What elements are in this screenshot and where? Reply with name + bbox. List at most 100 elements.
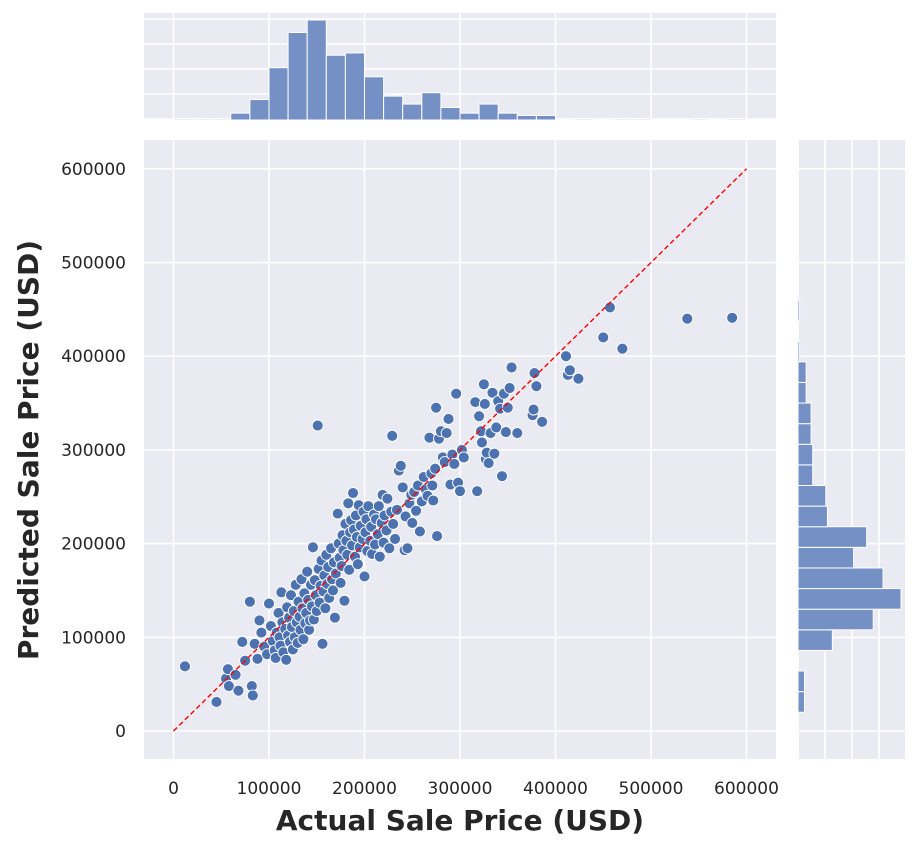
scatter-point [394, 459, 407, 472]
histogram-bar [325, 54, 346, 121]
y-tick-label: 600000 [61, 160, 126, 180]
scatter-point [396, 481, 409, 494]
histogram-bar [402, 103, 423, 121]
histogram-bar [797, 381, 807, 404]
y-tick-label: 100000 [61, 628, 126, 648]
y-tick-label: 400000 [61, 347, 126, 367]
scatter-point [431, 530, 444, 543]
scatter-point [477, 378, 490, 391]
scatter-point [372, 500, 385, 513]
scatter-point [222, 680, 235, 692]
histogram-bar [797, 526, 868, 548]
x-tick-label: 200000 [332, 779, 397, 799]
scatter-point [572, 372, 585, 385]
histogram-bar [306, 19, 327, 121]
histogram-bar [249, 99, 270, 121]
scatter-point [232, 684, 245, 697]
scatter-point [528, 367, 541, 380]
scatter-point [475, 425, 487, 438]
scatter-point [426, 479, 439, 492]
scatter-point [331, 507, 344, 520]
scatter-point [389, 532, 402, 545]
scatter-point [560, 350, 572, 363]
scatter-point [490, 421, 503, 434]
y-axis-title: Predicted Sale Price (USD) [12, 240, 45, 660]
histogram-bar [211, 118, 232, 121]
scatter-point [334, 577, 347, 589]
scatter-point [343, 563, 356, 576]
scatter-point [457, 451, 470, 464]
scatter-point [391, 503, 403, 516]
histogram-bar [383, 95, 404, 121]
scatter-points [179, 301, 739, 708]
histogram-bar [797, 443, 814, 466]
scatter-point [476, 436, 488, 449]
histogram-bar [478, 103, 499, 121]
y-tick-label: 500000 [61, 254, 126, 274]
scatter-point [386, 429, 399, 442]
scatter-point [616, 342, 629, 355]
scatter-point [246, 689, 259, 702]
histogram-bar [797, 588, 902, 610]
scatter-point [488, 447, 501, 460]
scatter-point [505, 361, 518, 374]
scatter-point [496, 470, 508, 483]
scatter-point [450, 387, 463, 400]
scatter-point [311, 419, 324, 432]
scatter-point [471, 485, 484, 498]
scatter-point [473, 410, 486, 423]
scatter-point [486, 386, 499, 399]
histogram-bar [574, 118, 595, 121]
scatter-point [530, 380, 543, 393]
scatter-point [597, 331, 610, 344]
scatter-point [251, 652, 264, 665]
histogram-bar [797, 464, 814, 487]
ideal-prediction-line [173, 168, 747, 732]
scatter-point [406, 517, 419, 529]
y-tick-label: 200000 [61, 535, 126, 555]
scatter-point [358, 570, 371, 583]
scatter-point [280, 653, 293, 666]
x-axis-title: Actual Sale Price (USD) [276, 804, 644, 837]
scatter-point [381, 492, 394, 505]
scatter-point [316, 637, 329, 650]
scatter-point [243, 595, 256, 608]
scatter-point [563, 364, 576, 377]
scatter-point [255, 626, 268, 639]
scatter-point [347, 487, 359, 499]
scatter-point [327, 584, 339, 597]
right-histogram-grid [797, 140, 907, 759]
histogram-bar [797, 485, 827, 507]
histogram-bar [192, 118, 213, 121]
scatter-point [210, 696, 223, 708]
histogram-bar [459, 112, 480, 121]
scatter-point [511, 427, 524, 439]
histogram-bar [797, 402, 812, 425]
histogram-bar [535, 114, 557, 121]
histogram-bar [421, 92, 442, 121]
scatter-point [681, 312, 694, 325]
scatter-point [263, 597, 275, 610]
histogram-bar [268, 67, 289, 121]
top-histogram-bars [173, 19, 748, 121]
histogram-bar [688, 118, 709, 121]
scatter-point [527, 403, 540, 416]
scatter-point [297, 633, 310, 646]
histogram-bar [230, 112, 251, 121]
x-tick-label: 500000 [619, 779, 684, 799]
histogram-bar [797, 546, 855, 569]
scatter-point [427, 494, 440, 507]
x-tick-label: 0 [168, 779, 179, 799]
scatter-point [536, 415, 549, 428]
x-tick-label: 100000 [237, 779, 302, 799]
histogram-bar [797, 608, 874, 631]
histogram-bar [364, 76, 385, 121]
scatter-point [448, 458, 461, 470]
scatter-point [236, 636, 249, 648]
histogram-bar [173, 118, 194, 121]
histogram-bar [631, 118, 652, 121]
histogram-bar [726, 118, 748, 121]
scatter-point [306, 541, 319, 554]
y-tick-label: 0 [115, 722, 126, 742]
